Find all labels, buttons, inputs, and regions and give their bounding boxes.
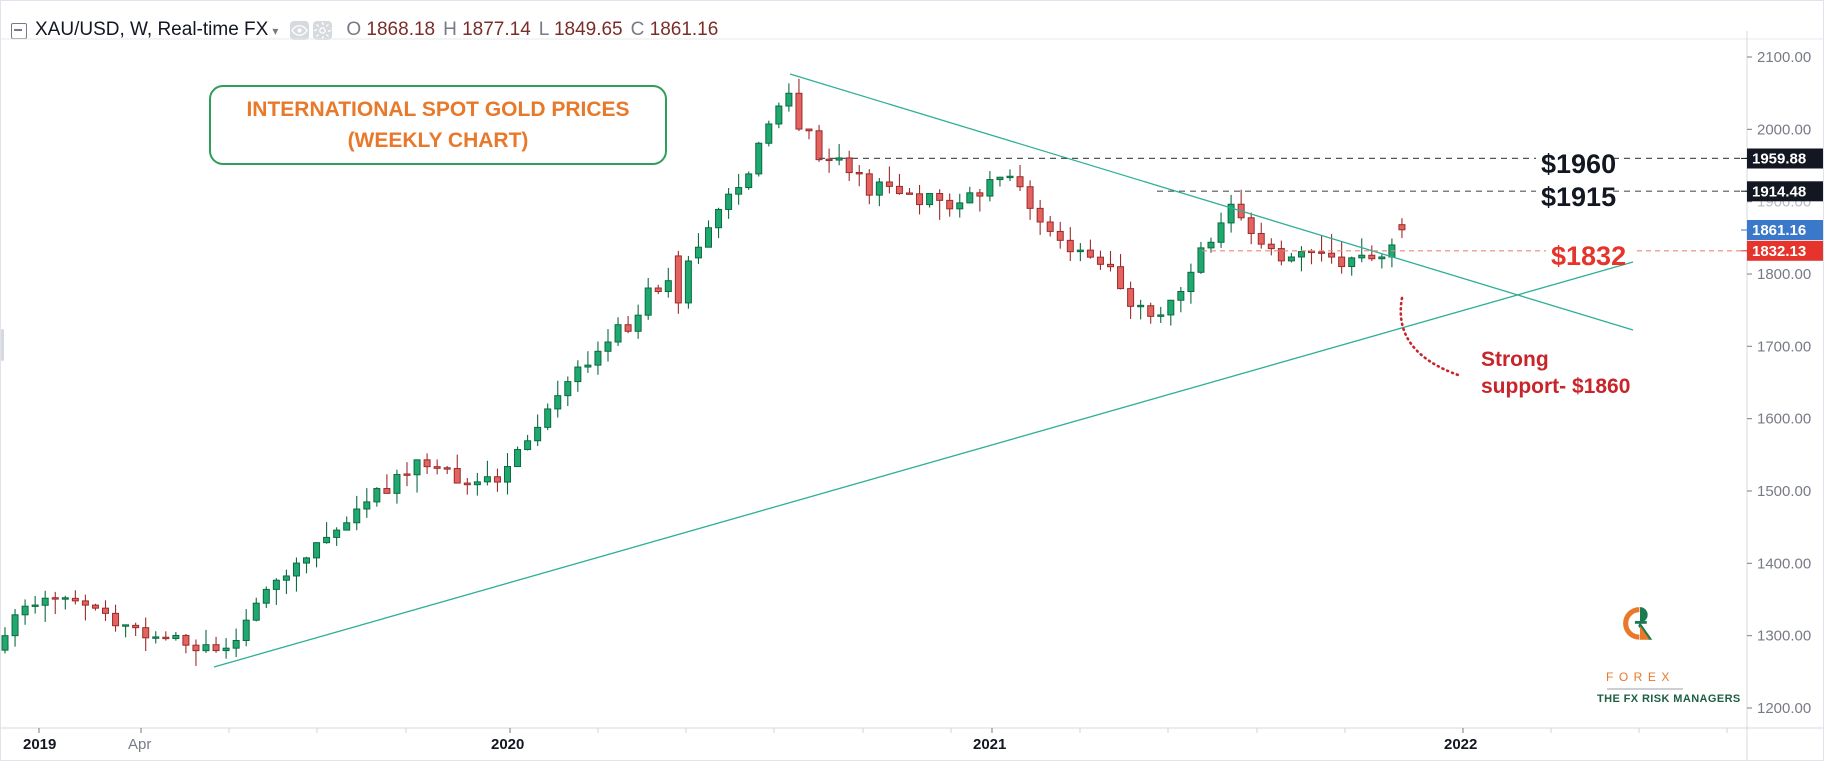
svg-text:1959.88: 1959.88 [1752, 151, 1806, 168]
svg-text:$1832: $1832 [1551, 241, 1626, 271]
svg-text:2020: 2020 [491, 736, 524, 753]
svg-text:2021: 2021 [973, 736, 1006, 753]
svg-text:2019: 2019 [23, 736, 56, 753]
svg-text:2000.00: 2000.00 [1757, 121, 1811, 138]
svg-text:1200.00: 1200.00 [1757, 700, 1811, 717]
svg-text:2100.00: 2100.00 [1757, 49, 1811, 66]
svg-text:1914.48: 1914.48 [1752, 183, 1806, 200]
svg-text:1832.13: 1832.13 [1752, 243, 1806, 260]
svg-text:Apr: Apr [128, 736, 151, 753]
svg-text:1800.00: 1800.00 [1757, 266, 1811, 283]
svg-text:1400.00: 1400.00 [1757, 555, 1811, 572]
svg-text:1600.00: 1600.00 [1757, 411, 1811, 428]
svg-text:1500.00: 1500.00 [1757, 483, 1811, 500]
svg-text:$1915: $1915 [1541, 182, 1616, 212]
svg-text:$1960: $1960 [1541, 149, 1616, 179]
svg-text:2022: 2022 [1444, 736, 1477, 753]
svg-text:THE FX RISK MANAGERS: THE FX RISK MANAGERS [1597, 693, 1741, 705]
svg-text:1300.00: 1300.00 [1757, 628, 1811, 645]
svg-text:1861.16: 1861.16 [1752, 222, 1806, 239]
svg-text:FOREX: FOREX [1606, 670, 1675, 684]
svg-text:1700.00: 1700.00 [1757, 338, 1811, 355]
